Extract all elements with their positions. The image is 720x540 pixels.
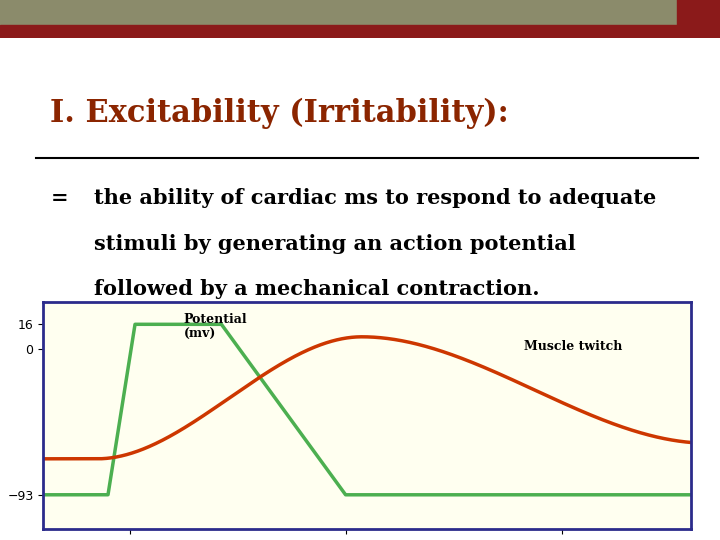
Y-axis label: Millivolts: Millivolts — [0, 383, 1, 449]
Text: stimuli by generating an action potential: stimuli by generating an action potentia… — [94, 234, 575, 254]
Text: Muscle twitch: Muscle twitch — [523, 340, 622, 353]
Text: Potential
(mv): Potential (mv) — [184, 313, 247, 341]
Text: the ability of cardiac ms to respond to adequate: the ability of cardiac ms to respond to … — [94, 188, 656, 208]
Bar — [677, 0, 720, 26]
Text: followed by a mechanical contraction.: followed by a mechanical contraction. — [94, 279, 539, 299]
Bar — [0, 24, 720, 38]
Text: I. Excitability (Irritability):: I. Excitability (Irritability): — [50, 98, 509, 129]
Text: =: = — [50, 188, 68, 208]
